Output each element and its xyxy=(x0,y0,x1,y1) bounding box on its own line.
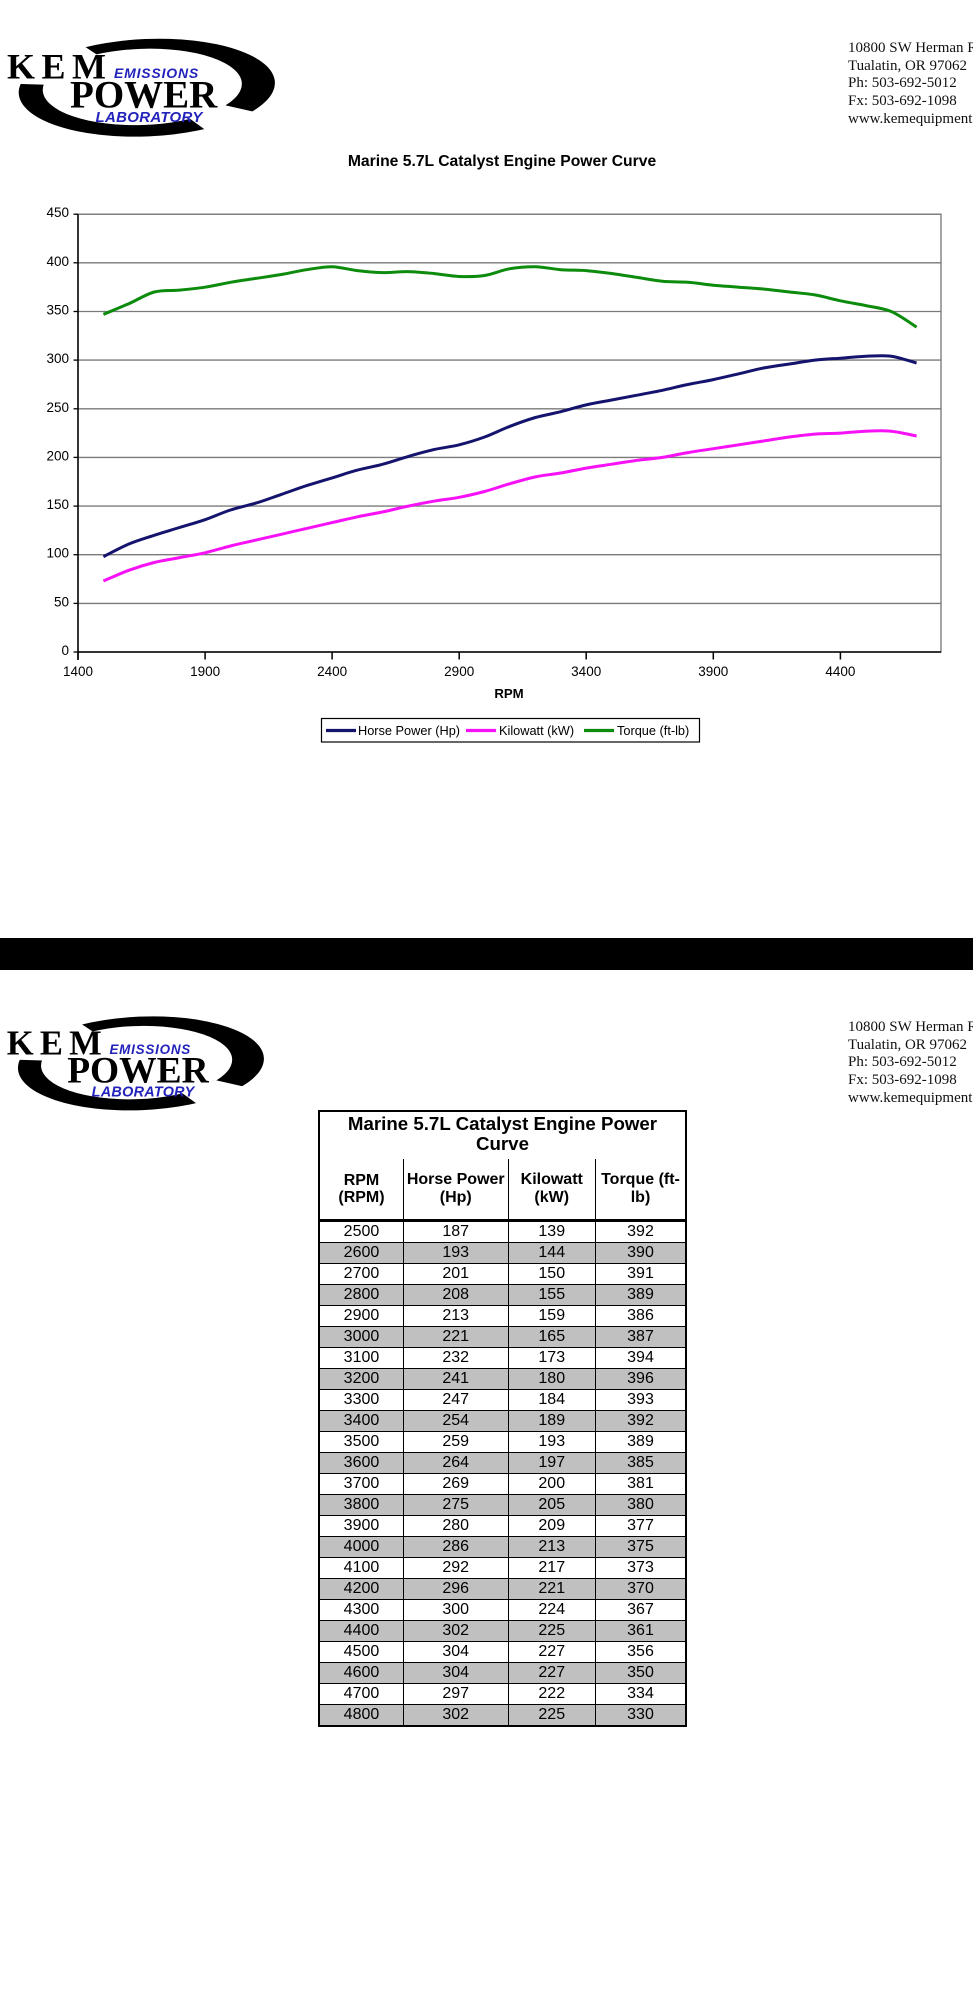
svg-text:LABORATORY: LABORATORY xyxy=(92,1084,196,1100)
svg-text:KEM: KEM xyxy=(7,46,113,86)
svg-text:250: 250 xyxy=(46,400,69,415)
svg-text:3400: 3400 xyxy=(571,664,601,679)
svg-text:100: 100 xyxy=(46,546,69,561)
svg-text:4400: 4400 xyxy=(825,664,855,679)
svg-text:1900: 1900 xyxy=(190,664,220,679)
svg-text:1400: 1400 xyxy=(63,664,93,679)
svg-text:3900: 3900 xyxy=(698,664,728,679)
svg-text:300: 300 xyxy=(46,351,69,366)
svg-text:150: 150 xyxy=(46,497,69,512)
svg-text:350: 350 xyxy=(46,303,69,318)
svg-text:Torque (ft-lb): Torque (ft-lb) xyxy=(617,723,689,738)
svg-text:400: 400 xyxy=(46,254,69,269)
svg-text:2400: 2400 xyxy=(317,664,347,679)
svg-text:Horse Power (Hp): Horse Power (Hp) xyxy=(358,723,460,738)
svg-text:POWER: POWER xyxy=(70,74,218,117)
svg-text:EMISSIONS: EMISSIONS xyxy=(114,65,199,81)
svg-text:EMISSIONS: EMISSIONS xyxy=(109,1042,191,1057)
svg-text:450: 450 xyxy=(46,205,69,220)
svg-text:RPM: RPM xyxy=(494,686,523,701)
svg-text:POWER: POWER xyxy=(67,1050,209,1091)
svg-text:KEM: KEM xyxy=(7,1024,108,1062)
svg-text:LABORATORY: LABORATORY xyxy=(96,109,205,126)
svg-text:50: 50 xyxy=(54,594,69,609)
svg-text:Kilowatt (kW): Kilowatt (kW) xyxy=(499,723,574,738)
svg-text:200: 200 xyxy=(46,448,69,463)
svg-text:0: 0 xyxy=(61,643,69,658)
svg-text:2900: 2900 xyxy=(444,664,474,679)
